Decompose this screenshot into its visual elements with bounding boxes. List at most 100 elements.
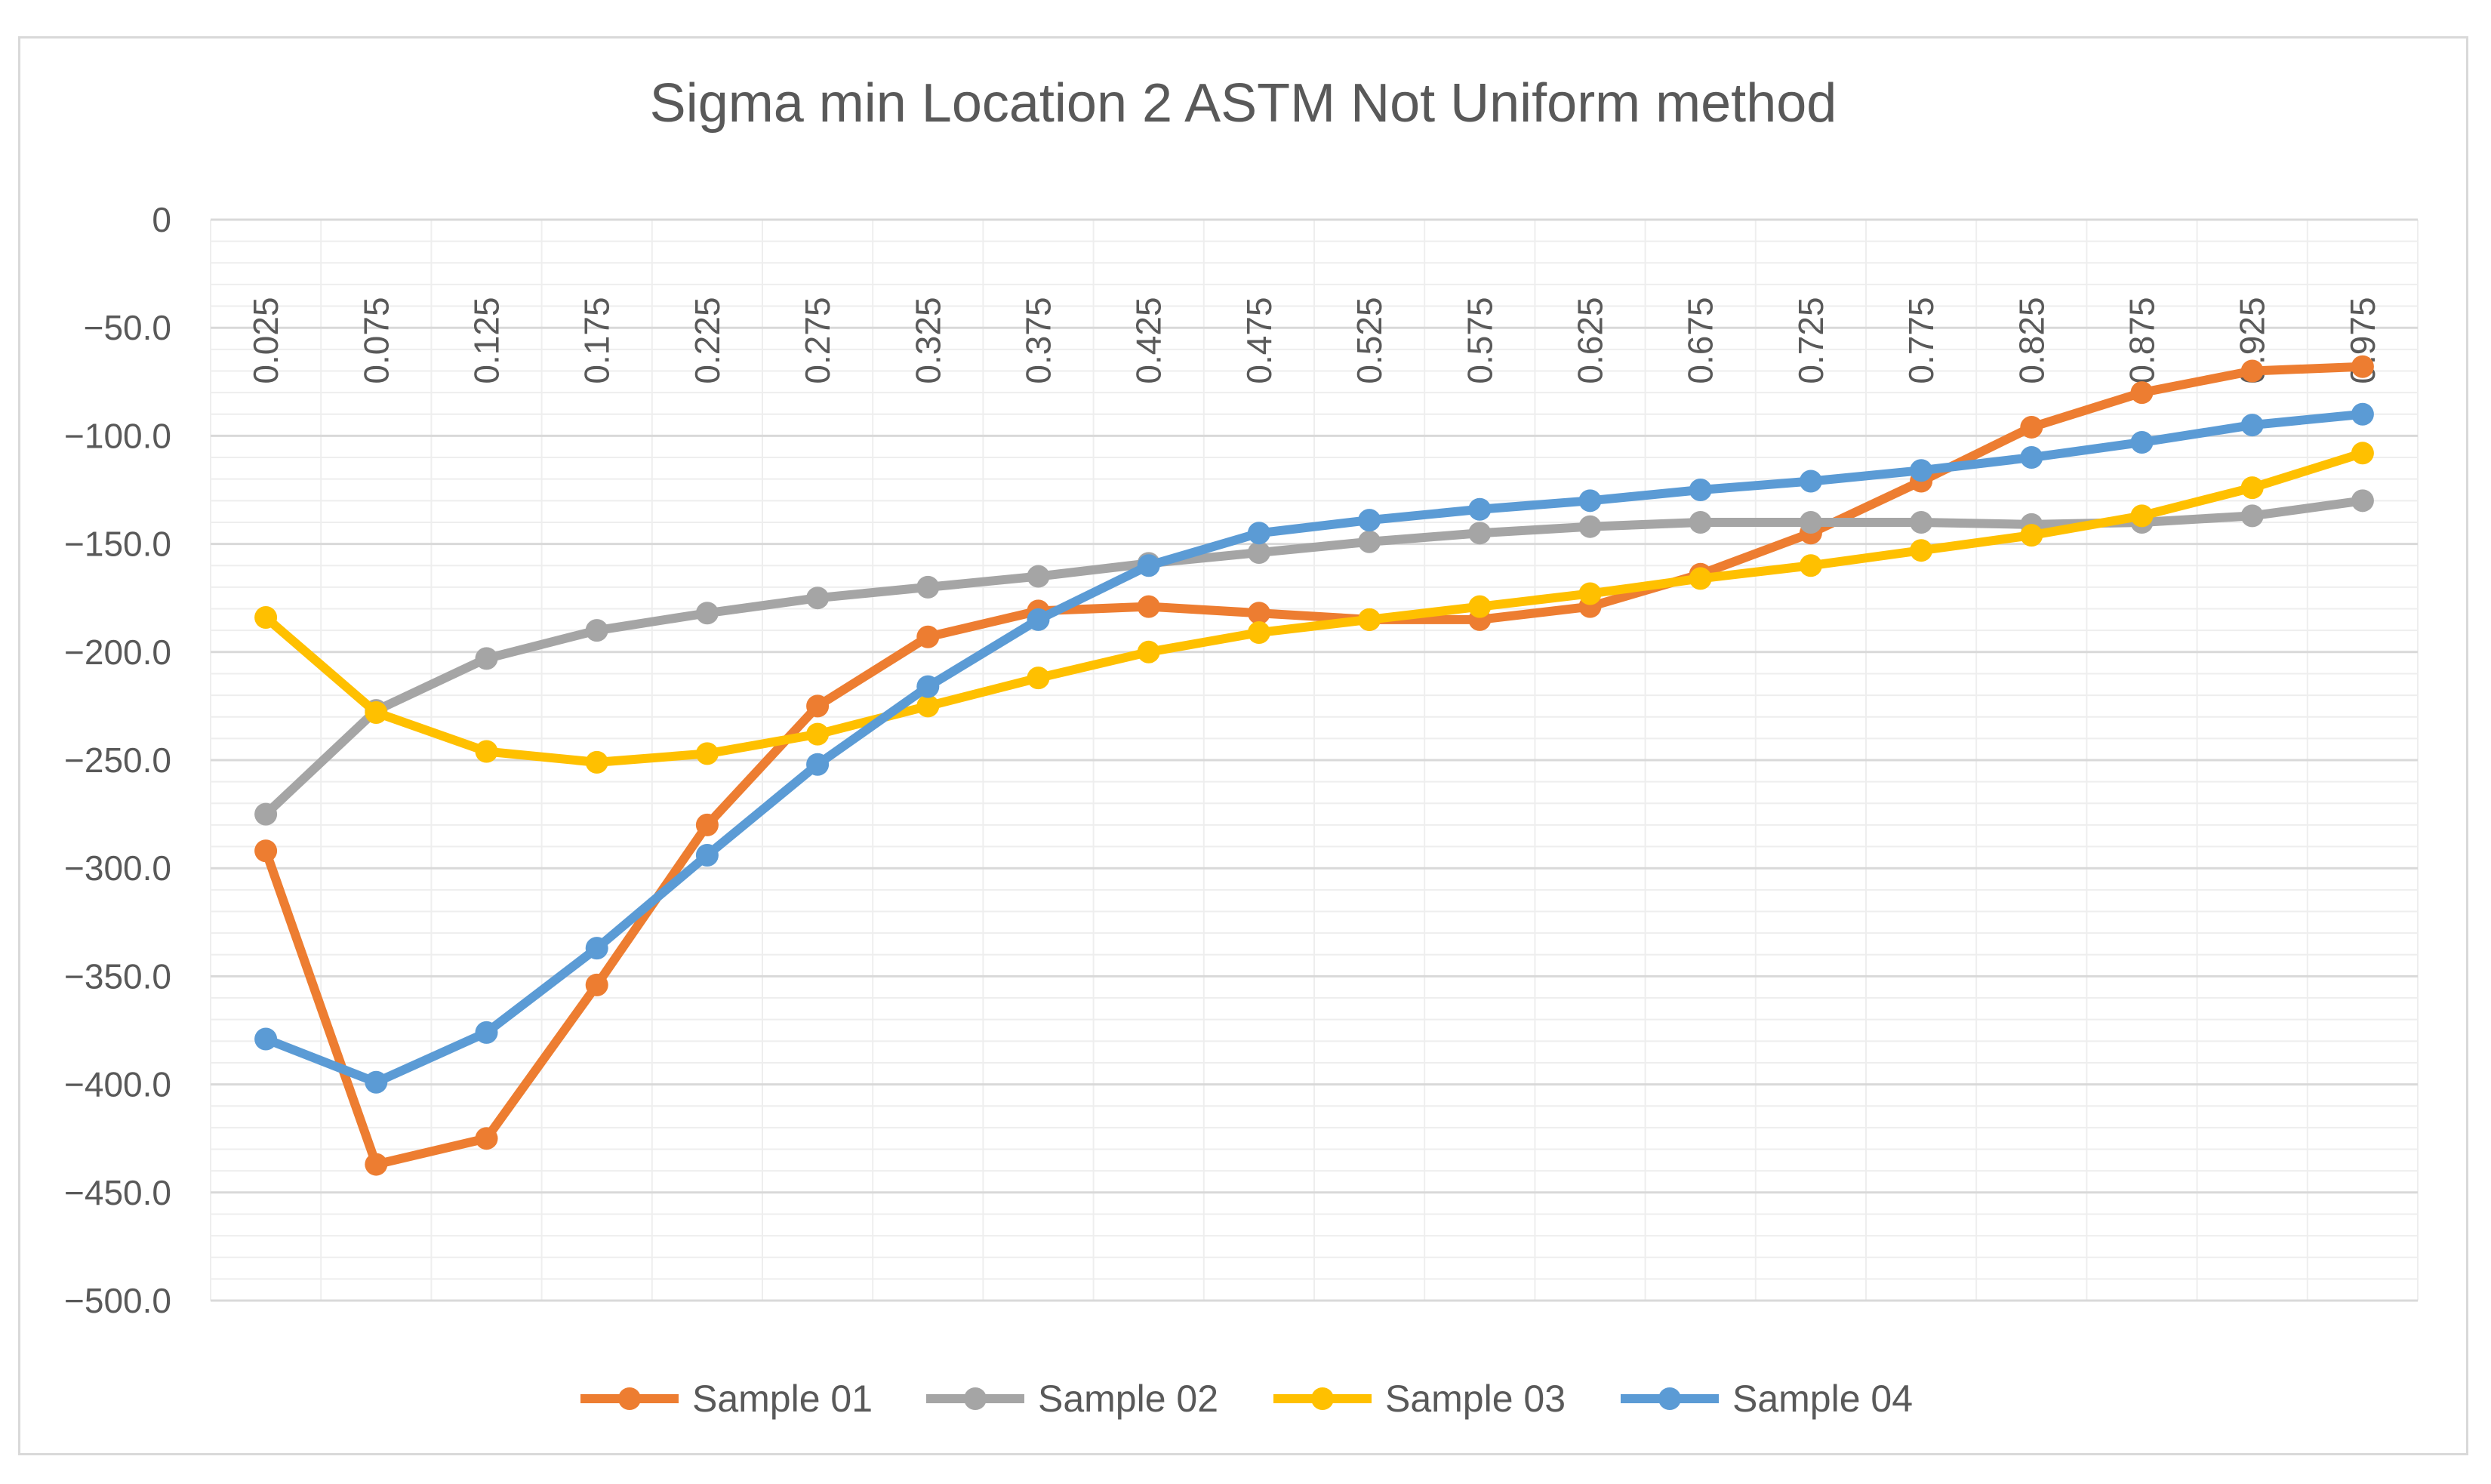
data-point [2240,504,2264,528]
data-point [2020,446,2043,470]
data-point [1247,621,1270,645]
data-point [475,1021,498,1044]
data-point [1358,509,1381,532]
series-line [261,409,2367,1087]
data-point [254,1027,278,1051]
data-point [1910,539,1933,562]
data-point [916,675,940,698]
data-point [1247,541,1270,565]
data-point [695,742,719,765]
data-point [1027,608,1050,631]
data-point [254,605,278,629]
data-point [806,722,830,746]
legend: Sample 01 Sample 02 Sample 03 Sample 04 [580,1378,1913,1420]
data-point [365,700,388,724]
data-point [695,602,719,625]
x-axis-tick-labels: 0.025 0.075 0.125 0.175 0.225 0.275 0.325 0.375… [246,297,2382,383]
data-point [2351,442,2374,465]
data-point [365,1070,388,1094]
data-point [1468,595,1492,618]
x-tick-label: 0.275 [798,297,837,383]
y-axis-tick-labels: 0 −50.0 −100.0 −150.0 −200.0 −250.0 −300.0 −350… [64,200,171,1320]
data-point [475,740,498,763]
x-tick-label: 0.175 [577,297,617,383]
data-point [1689,567,1712,590]
data-point [916,575,940,599]
x-tick-label: 0.625 [1571,297,1610,383]
y-tick-label: −500.0 [64,1281,171,1320]
chart-svg: Sigma min Location 2 ASTM Not Uniform me… [64,73,2419,1420]
data-point [1027,667,1050,690]
y-tick-label: −250.0 [64,740,171,780]
legend-marker [618,1387,641,1410]
legend-item: Sample 02 [926,1378,1218,1420]
y-tick-label: −200.0 [64,633,171,672]
x-tick-label: 0.725 [1791,297,1831,383]
x-tick-label: 0.525 [1350,297,1389,383]
data-point [2130,504,2154,528]
data-point [806,753,830,776]
series-line [261,448,2367,767]
legend-label: Sample 01 [692,1378,873,1420]
data-point [2020,415,2043,439]
data-point [254,839,278,863]
x-tick-label: 0.575 [1460,297,1499,383]
series-1 [254,355,2374,1176]
data-point [585,937,608,960]
data-point [916,694,940,718]
data-point [2351,355,2374,378]
data-point [1799,510,1822,534]
data-point [1799,470,1822,493]
series-layer [254,355,2374,1176]
y-tick-label: −100.0 [64,416,171,455]
data-point [916,625,940,648]
data-point [2351,402,2374,426]
x-tick-label: 0.025 [246,297,285,383]
y-tick-label: −400.0 [64,1065,171,1104]
x-tick-label: 0.825 [2012,297,2051,383]
x-tick-label: 0.775 [1901,297,1941,383]
legend-marker [964,1387,987,1410]
legend-item: Sample 03 [1273,1378,1566,1420]
chart-area: Sigma min Location 2 ASTM Not Uniform me… [18,36,2468,1455]
data-point [365,1153,388,1176]
x-tick-label: 0.075 [356,297,396,383]
data-point [1358,530,1381,553]
series-4 [254,402,2374,1094]
data-point [1247,602,1270,625]
data-point [695,813,719,836]
chart-title: Sigma min Location 2 ASTM Not Uniform me… [650,73,1837,134]
series-line [261,362,2367,1169]
data-point [2240,476,2264,500]
data-point [806,587,830,610]
data-point [2240,359,2264,383]
data-point [2130,381,2154,405]
x-tick-label: 0.325 [908,297,947,383]
data-point [1910,510,1933,534]
data-point [1689,479,1712,501]
y-tick-label: −450.0 [64,1173,171,1212]
data-point [1137,640,1160,663]
x-tick-label: 0.675 [1681,297,1720,383]
series-3 [254,442,2374,774]
y-tick-label: −50.0 [84,308,171,347]
data-point [1468,522,1492,545]
minor-gridlines [210,220,2419,1301]
data-point [1578,582,1602,605]
data-point [1468,497,1492,521]
data-point [1137,595,1160,618]
data-point [1578,515,1602,538]
data-point [585,619,608,642]
legend-item: Sample 04 [1621,1378,1913,1420]
data-point [2020,524,2043,547]
legend-marker [1311,1387,1334,1410]
data-point [1027,565,1050,588]
data-point [2130,430,2154,454]
y-tick-label: −350.0 [64,956,171,996]
legend-label: Sample 02 [1038,1378,1218,1420]
y-tick-label: −300.0 [64,848,171,888]
major-gridlines [211,218,2418,1302]
data-point [1247,522,1270,545]
data-point [1137,554,1160,577]
y-tick-label: −150.0 [64,525,171,564]
